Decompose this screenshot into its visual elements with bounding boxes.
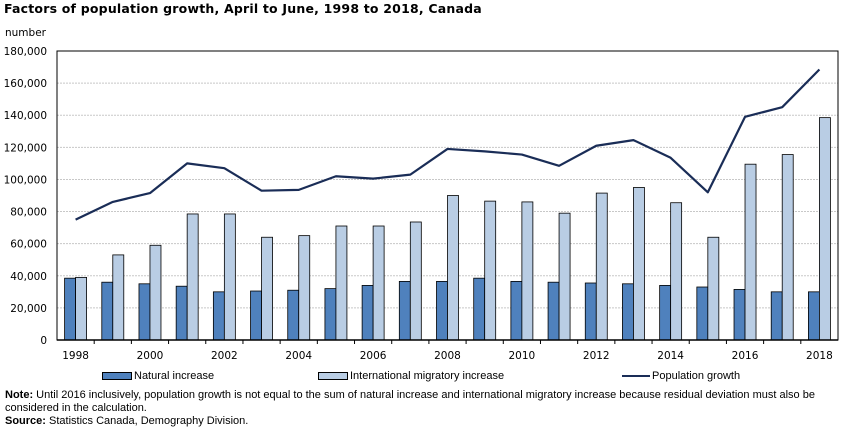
note-label: Note: <box>5 389 34 401</box>
y-tick-label: 40,000 <box>10 271 47 283</box>
bar-international-migratory-increase <box>521 201 534 341</box>
y-tick-label: 0 <box>40 335 47 347</box>
x-tick-label: 2008 <box>434 350 461 362</box>
y-tick-label: 160,000 <box>4 78 47 90</box>
bar-natural-increase <box>473 277 486 341</box>
bar-international-migratory-increase <box>781 154 794 341</box>
y-tick-label: 180,000 <box>4 46 47 58</box>
bar-international-migratory-increase <box>744 163 757 341</box>
bar-natural-increase <box>64 277 76 341</box>
bar-international-migratory-increase <box>112 254 125 341</box>
bar-international-migratory-increase <box>75 276 87 341</box>
legend-label-migratory: International migratory increase <box>350 370 505 382</box>
bar-international-migratory-increase <box>819 117 831 341</box>
legend-swatch-migratory <box>318 372 348 380</box>
bar-natural-increase <box>696 286 709 341</box>
bar-international-migratory-increase <box>372 225 385 341</box>
bar-natural-increase <box>250 290 262 341</box>
legend-item-migratory-increase: International migratory increase <box>318 370 504 382</box>
y-tick-label: 80,000 <box>10 207 47 219</box>
x-tick-label: 2018 <box>806 350 833 362</box>
bar-natural-increase <box>175 285 188 341</box>
bar-natural-increase <box>287 289 300 341</box>
bar-international-migratory-increase <box>223 213 236 341</box>
bar-international-migratory-increase <box>558 212 571 341</box>
x-tick-label: 2002 <box>211 350 238 362</box>
x-tick-label: 2012 <box>583 350 610 362</box>
y-tick-label: 20,000 <box>10 303 47 315</box>
bar-natural-increase <box>733 289 746 341</box>
bar-natural-increase <box>584 282 597 341</box>
note-text: Until 2016 inclusively, population growt… <box>5 389 815 414</box>
y-tick-label: 60,000 <box>10 239 47 251</box>
chart-title: Factors of population growth, April to J… <box>4 1 482 16</box>
bar-natural-increase <box>101 281 114 341</box>
bar-international-migratory-increase <box>298 235 311 341</box>
y-tick-label: 140,000 <box>4 110 47 122</box>
note: Note: Until 2016 inclusively, population… <box>5 389 845 415</box>
x-tick-label: 2004 <box>285 350 312 362</box>
bar-natural-increase <box>436 280 448 341</box>
bar-natural-increase <box>138 283 151 341</box>
x-tick-label: 2014 <box>657 350 684 362</box>
bar-international-migratory-increase <box>335 225 348 341</box>
bar-natural-increase <box>324 288 337 341</box>
bar-international-migratory-increase <box>409 221 422 341</box>
chart-plot: 0 20,000 40,000 60,000 80,000 100,000 120,000 1… <box>4 46 839 362</box>
bar-natural-increase <box>398 280 411 341</box>
x-tick-label: 2010 <box>509 350 536 362</box>
bar-international-migratory-increase <box>484 200 497 341</box>
x-tick-label: 1998 <box>62 350 89 362</box>
source-label: Source: <box>5 415 46 427</box>
bar-natural-increase <box>547 281 560 341</box>
bar-natural-increase <box>622 283 634 341</box>
legend-item-population-growth: Population growth <box>622 370 740 382</box>
source-text: Statistics Canada, Demography Division. <box>45 415 249 427</box>
x-tick-label: 2000 <box>137 350 164 362</box>
legend-swatch-line <box>622 375 650 377</box>
bar-international-migratory-increase <box>707 236 720 341</box>
bar-natural-increase <box>361 285 374 341</box>
bar-natural-increase <box>212 291 225 341</box>
bar-natural-increase <box>808 291 820 341</box>
bar-international-migratory-increase <box>261 236 273 341</box>
legend-label-natural: Natural increase <box>134 370 215 382</box>
bar-natural-increase <box>510 280 523 341</box>
chart-notes: Note: Until 2016 inclusively, population… <box>5 389 845 428</box>
legend-item-natural-increase: Natural increase <box>102 370 214 382</box>
bar-international-migratory-increase <box>447 195 459 341</box>
bar-international-migratory-increase <box>670 202 683 341</box>
y-tick-label: 120,000 <box>4 142 47 154</box>
bar-international-migratory-increase <box>595 192 608 341</box>
bar-international-migratory-increase <box>186 213 199 341</box>
legend-label-line: Population growth <box>652 370 741 382</box>
bar-natural-increase <box>659 285 672 341</box>
bar-international-migratory-increase <box>633 187 645 341</box>
y-axis-label: number <box>5 27 46 39</box>
bar-international-migratory-increase <box>149 244 162 341</box>
y-tick-label: 100,000 <box>4 174 47 186</box>
x-tick-label: 2016 <box>732 350 759 362</box>
x-tick-label: 2006 <box>360 350 387 362</box>
bar-natural-increase <box>770 291 783 341</box>
legend-swatch-natural <box>102 372 132 380</box>
source: Source: Statistics Canada, Demography Di… <box>5 415 845 428</box>
